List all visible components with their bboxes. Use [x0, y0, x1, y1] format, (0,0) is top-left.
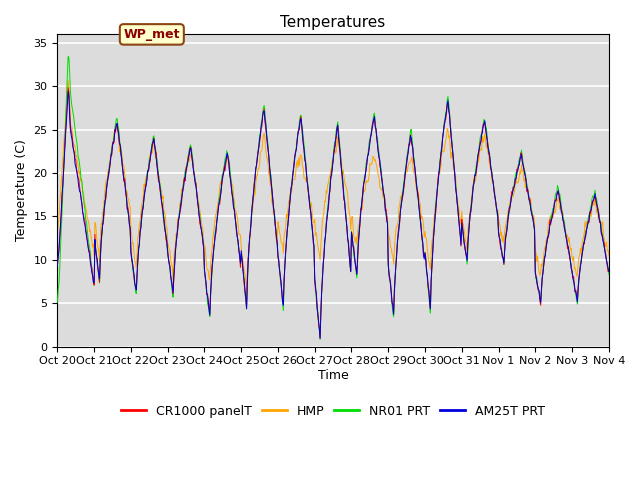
Legend: CR1000 panelT, HMP, NR01 PRT, AM25T PRT: CR1000 panelT, HMP, NR01 PRT, AM25T PRT	[116, 400, 550, 423]
X-axis label: Time: Time	[317, 369, 349, 382]
Text: WP_met: WP_met	[124, 28, 180, 41]
Title: Temperatures: Temperatures	[280, 15, 386, 30]
Y-axis label: Temperature (C): Temperature (C)	[15, 139, 28, 241]
